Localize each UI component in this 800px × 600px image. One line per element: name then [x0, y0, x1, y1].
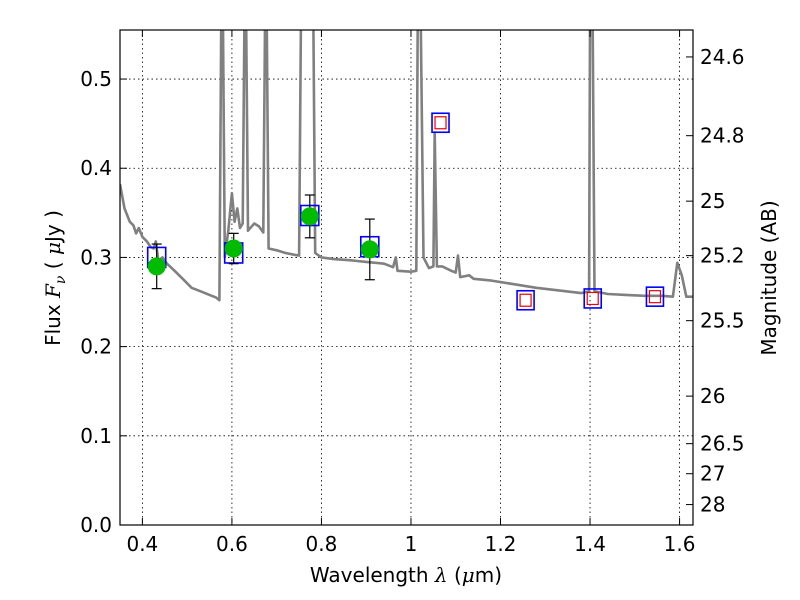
x-tick-label: 0.8 — [306, 532, 338, 556]
y-tick-label: 0.4 — [80, 156, 112, 180]
y2-tick-label: 25.2 — [700, 244, 745, 268]
y2-tick-label: 28 — [700, 493, 725, 517]
y2-tick-label: 26.5 — [700, 432, 745, 456]
model-spectrum-line — [120, 30, 693, 302]
plot-background — [120, 30, 693, 525]
y-tick-label: 0.5 — [80, 67, 112, 91]
y-tick-label: 0.0 — [80, 513, 112, 537]
y-tick-label: 0.1 — [80, 424, 112, 448]
observed-point — [224, 239, 243, 258]
y2-axis-title: Magnitude (AB) — [757, 200, 781, 355]
predicted-flux-box — [516, 289, 535, 311]
x-tick-label: 1.6 — [664, 532, 696, 556]
x-tick-label: 0.6 — [216, 532, 248, 556]
predicted-flux-box — [583, 288, 603, 309]
predicted-flux-box — [645, 286, 665, 307]
y-tick-label: 0.3 — [80, 245, 112, 269]
y2-tick-label: 24.6 — [700, 45, 745, 69]
predicted-flux-inner-box — [434, 116, 447, 130]
predicted-flux-box — [431, 112, 450, 134]
observed-point — [147, 257, 166, 276]
x-tick-label: 1.2 — [485, 532, 517, 556]
y2-tick-label: 27 — [700, 462, 725, 486]
observed-point — [360, 240, 379, 259]
x-tick-label: 0.4 — [126, 532, 158, 556]
ticks: 0.4 0.6 0.8 1 1.2 1.4 1.6 0.0 0.1 0.2 0.3 0.4 0.5 24.… — [80, 30, 745, 556]
y2-tick-label: 25 — [700, 189, 725, 213]
y-axis-title: Flux Fν ( μJy ) — [41, 210, 69, 346]
data-points — [146, 112, 665, 311]
y2-tick-label: 25.5 — [700, 309, 745, 333]
y2-tick-label: 26 — [700, 384, 725, 408]
plot-frame — [119, 29, 694, 526]
observed-point — [300, 207, 319, 226]
x-axis-title: Wavelength λ (μm) — [310, 563, 502, 587]
x-tick-label: 1 — [405, 532, 418, 556]
predicted-flux-inner-box — [586, 291, 599, 306]
x-tick-label: 1.4 — [574, 532, 606, 556]
y2-tick-label: 24.8 — [700, 124, 745, 148]
y-tick-label: 0.2 — [80, 335, 112, 359]
predicted-flux-inner-box — [648, 290, 662, 304]
predicted-flux-inner-box — [519, 293, 532, 307]
plot-layer — [120, 30, 693, 311]
